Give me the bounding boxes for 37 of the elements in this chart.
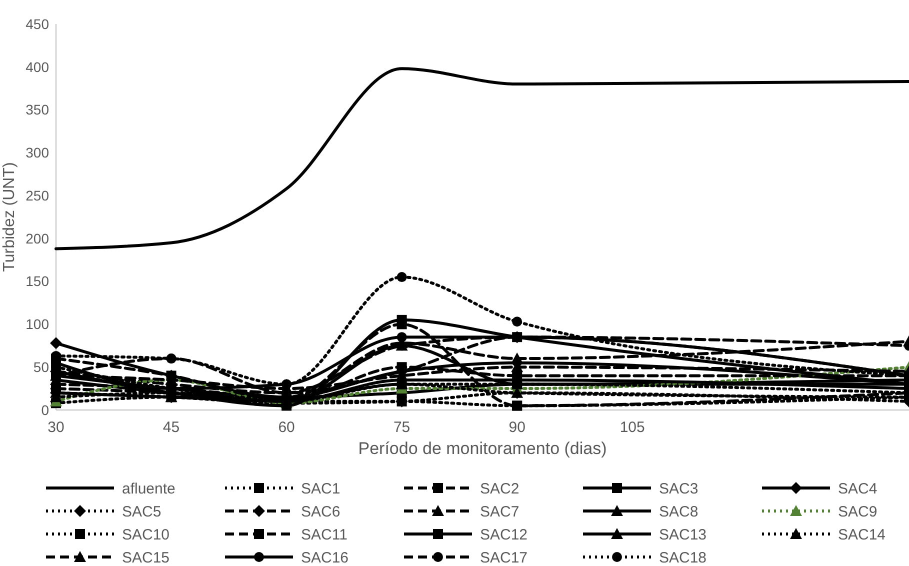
x-axis-title: Período de monitoramento (dias) [358, 439, 607, 458]
y-axis-title: Turbidez (UNT) [1, 162, 18, 272]
legend-label: SAC11 [301, 526, 348, 544]
legend-label: SAC16 [301, 549, 349, 566]
legend-label: SAC14 [838, 526, 886, 544]
legend-label: SAC15 [122, 549, 170, 566]
y-tick-label: 100 [26, 316, 50, 332]
y-tick-label: 300 [26, 144, 50, 161]
legend-label: SAC3 [659, 480, 698, 498]
legend-label: SAC12 [480, 526, 528, 544]
y-tick-label: 0 [41, 402, 50, 418]
legend-label: SAC13 [659, 526, 707, 544]
x-tick-label: 30 [48, 419, 64, 436]
legend-label: SAC17 [480, 549, 528, 566]
legend-label: SAC4 [838, 480, 878, 498]
y-tick-label: 250 [26, 187, 50, 204]
x-tick-label: 90 [508, 419, 526, 436]
legend-label: SAC8 [659, 503, 698, 520]
y-tick-label: 50 [33, 359, 50, 376]
x-tick-label: 75 [393, 419, 410, 436]
y-tick-label: 200 [26, 230, 50, 246]
y-tick-label: 150 [26, 273, 50, 290]
legend-label: afluente [122, 480, 176, 498]
legend-label: SAC5 [122, 503, 162, 520]
x-tick-label: 105 [620, 419, 645, 436]
legend-label: SAC6 [301, 503, 340, 520]
x-tick-label: 60 [278, 419, 295, 436]
legend-label: SAC10 [122, 526, 170, 544]
legend-label: SAC18 [659, 549, 707, 566]
legend-label: SAC9 [838, 503, 878, 520]
legend-label: SAC2 [480, 480, 520, 498]
y-tick-label: 350 [26, 102, 50, 118]
legend-label: SAC1 [301, 480, 340, 498]
legend-label: SAC7 [480, 503, 520, 520]
x-tick-label: 45 [162, 419, 180, 436]
y-tick-label: 400 [26, 58, 50, 75]
y-tick-label: 450 [26, 16, 50, 32]
